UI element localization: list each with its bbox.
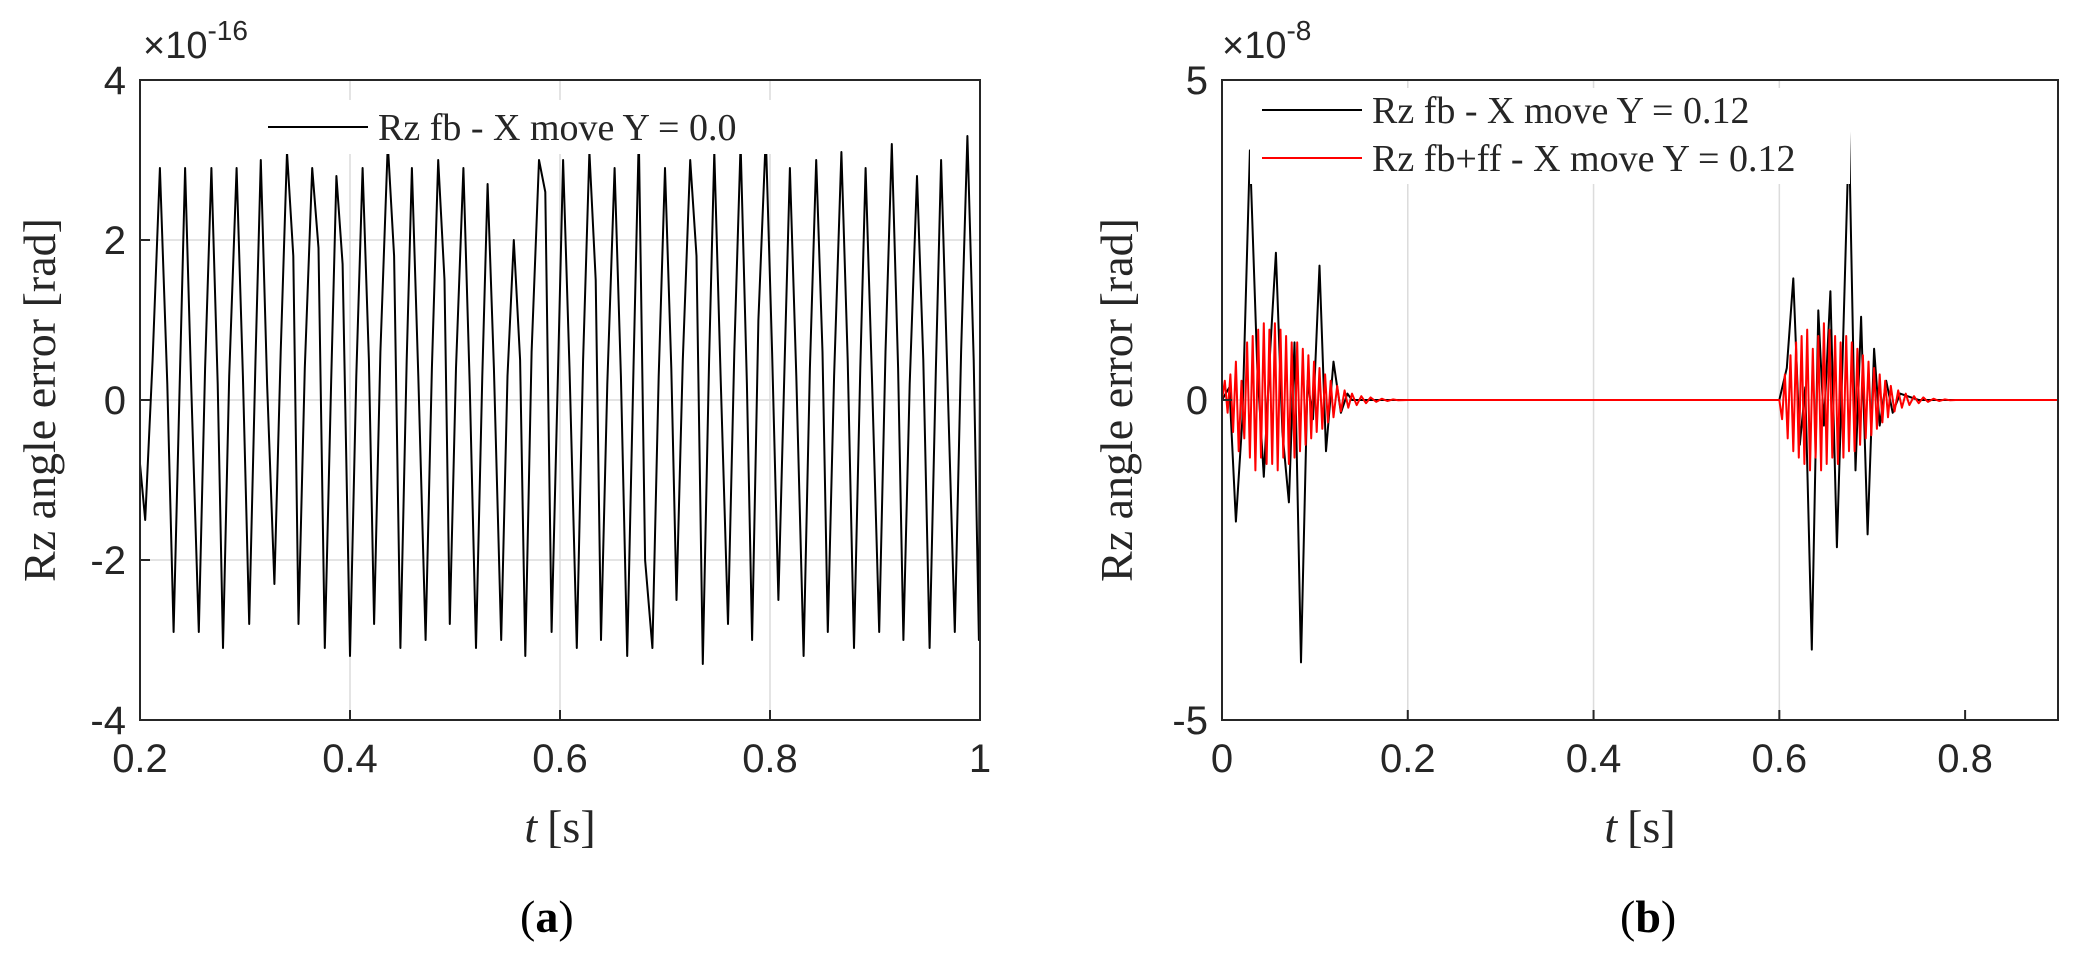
x-tick-label: 0.6 [1752,737,1808,781]
legend-label-a-0: Rz fb - X move Y = 0.0 [378,107,736,149]
exponent-value-a: -16 [207,15,247,46]
axis-ticks-a: 0.2 0.4 0.6 0.8 1 -4 -2 0 2 4 [90,59,991,781]
axis-ticks-b: 0 0.2 0.4 0.6 0.8-505 [1172,59,1992,781]
series-line-b-0 [1221,130,2058,664]
x-tick-label: 0.4 [1566,737,1622,781]
x-axis-label-a: t [s] [524,801,595,852]
y-tick-label: -4 [90,699,126,743]
legend-b: Rz fb - X move Y = 0.12 Rz fb+ff - X mov… [1250,88,1850,184]
plot-lines-a [139,135,981,665]
series-line-b-1 [1221,322,2058,472]
exponent-value-b: -8 [1286,15,1311,46]
y-tick-label: 4 [104,59,126,103]
y-tick-label: -2 [90,539,126,583]
legend-label-b-0: Rz fb - X move Y = 0.12 [1372,90,1749,132]
panel-label-b: (b) [1620,891,1676,942]
y-tick-label: 2 [104,219,126,263]
legend-box-b [1250,88,1850,184]
x-tick-label: 0.2 [112,737,168,781]
x-axis-var-b: t [1604,801,1618,852]
x-tick-label: 0.2 [1380,737,1436,781]
y-tick-label: 0 [1186,379,1208,423]
y-tick-label: 0 [104,379,126,423]
panel-letter-b: b [1635,891,1661,942]
chart-panel-b: 0 0.2 0.4 0.6 0.8-505 ×10-8 Rz angle error [… [1091,15,2059,942]
plot-lines-b [1221,130,2058,664]
panel-letter-a: a [535,891,558,942]
legend-label-b-1: Rz fb+ff - X move Y = 0.12 [1372,138,1796,180]
legend-a: Rz fb - X move Y = 0.0 [256,100,786,154]
x-tick-label: 0.8 [742,737,798,781]
x-axis-unit-a: [s] [547,801,596,852]
x-tick-label: 0 [1211,737,1233,781]
exponent-label-b: ×10-8 [1222,15,1311,67]
series-line-a-0 [139,135,981,665]
chart-panel-a: 0.2 0.4 0.6 0.8 1 -4 -2 0 2 4 ×10-16 Rz angle err… [14,15,991,942]
x-tick-label: 1 [969,737,991,781]
exponent-label-a: ×10-16 [143,15,248,67]
y-tick-label: -5 [1172,699,1208,743]
y-tick-label: 5 [1186,59,1208,103]
x-tick-label: 0.6 [532,737,588,781]
x-axis-var-a: t [524,801,538,852]
x-axis-unit-b: [s] [1627,801,1676,852]
x-axis-label-b: t [s] [1604,801,1675,852]
panel-label-a: (a) [520,891,574,942]
y-axis-label-a: Rz angle error [rad] [14,218,65,582]
y-axis-label-b: Rz angle error [rad] [1091,218,1142,582]
x-tick-label: 0.4 [322,737,378,781]
x-tick-label: 0.8 [1937,737,1993,781]
